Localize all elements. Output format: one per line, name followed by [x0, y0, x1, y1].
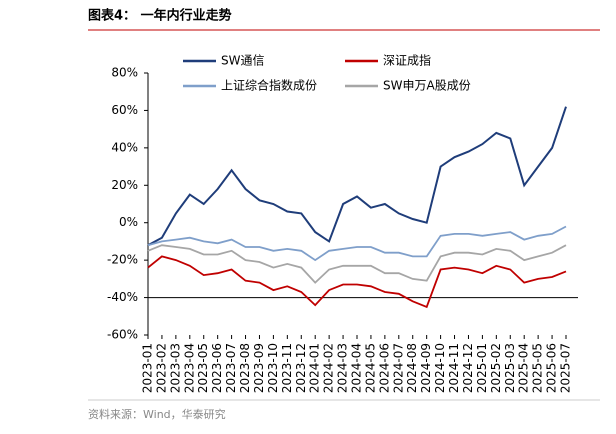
- x-tick-label: 2024-07: [391, 343, 405, 393]
- y-tick-label: 20%: [111, 178, 138, 192]
- legend-label: SW申万A股成份: [383, 79, 471, 93]
- x-tick-label: 2025-05: [531, 343, 545, 393]
- x-tick-label: 2023-06: [210, 343, 224, 393]
- x-tick-label: 2025-01: [475, 343, 489, 393]
- series-line: [147, 244, 567, 284]
- legend-label: 深证成指: [383, 53, 431, 68]
- y-tick-label: 0%: [119, 215, 138, 229]
- series-line: [147, 225, 567, 262]
- x-tick-label: 2024-05: [363, 343, 377, 393]
- x-tick-label: 2025-02: [489, 343, 503, 393]
- x-tick-label: 2023-09: [252, 343, 266, 393]
- x-tick-label: 2024-12: [461, 343, 475, 393]
- x-tick-label: 2024-02: [322, 343, 336, 393]
- x-tick-label: 2025-04: [517, 343, 531, 393]
- x-tick-label: 2025-03: [503, 343, 517, 393]
- x-tick-label: 2024-09: [419, 343, 433, 393]
- x-tick-label: 2023-03: [168, 343, 182, 393]
- series-line: [147, 255, 567, 309]
- legend-label: 上证综合指数成份: [221, 78, 317, 93]
- y-tick-label: -60%: [107, 328, 138, 342]
- y-tick-label: -20%: [107, 253, 138, 267]
- x-tick-label: 2024-01: [308, 343, 322, 393]
- x-tick-label: 2023-02: [154, 343, 168, 393]
- legend-label: SW通信: [221, 54, 264, 68]
- x-tick-label: 2023-04: [182, 343, 196, 393]
- x-tick-label: 2025-07: [559, 343, 573, 393]
- x-tick-label: 2023-12: [294, 343, 308, 393]
- chart-title: 图表4： 一年内行业走势: [88, 8, 232, 24]
- x-tick-label: 2024-08: [405, 343, 419, 393]
- x-tick-label: 2023-08: [238, 343, 252, 393]
- y-tick-label: 40%: [111, 140, 138, 154]
- x-tick-label: 2024-03: [336, 343, 350, 393]
- x-tick-label: 2024-06: [377, 343, 391, 393]
- y-tick-label: -40%: [107, 290, 138, 304]
- source: 资料来源：Wind，华泰研究: [88, 407, 226, 421]
- x-tick-label: 2024-04: [350, 343, 364, 393]
- y-tick-label: 60%: [111, 103, 138, 117]
- y-tick-label: 80%: [111, 66, 138, 80]
- x-tick-label: 2025-06: [545, 343, 559, 393]
- x-tick-label: 2023-10: [266, 343, 280, 393]
- x-tick-label: 2023-01: [141, 343, 155, 393]
- x-tick-label: 2023-11: [280, 343, 294, 393]
- x-tick-label: 2024-10: [433, 343, 447, 393]
- x-tick-label: 2023-05: [196, 343, 210, 393]
- x-tick-label: 2024-11: [447, 343, 461, 393]
- x-tick-label: 2023-07: [224, 343, 238, 393]
- series-line: [147, 106, 567, 247]
